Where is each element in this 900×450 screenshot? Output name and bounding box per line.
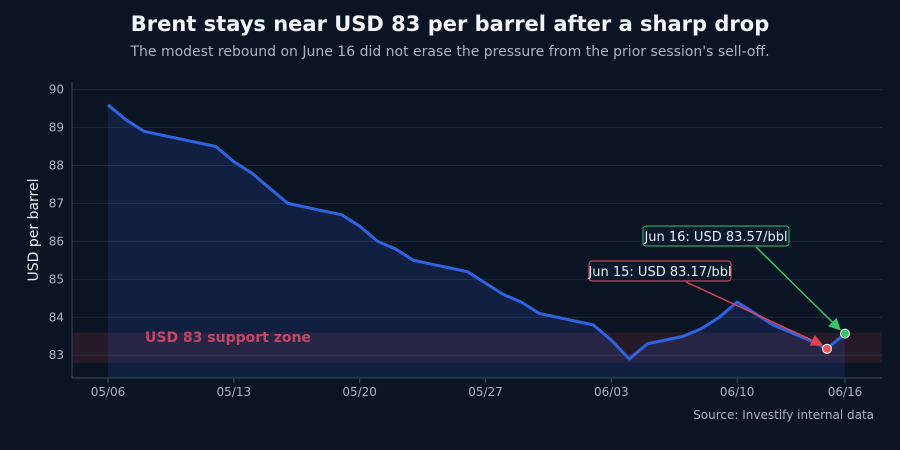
axes: 83 84 85 86 87 88 89 90 05/06 05/13 05/20 05/27 06/0… bbox=[49, 82, 882, 399]
annotation-label: Jun 15: USD 83.17/bbl bbox=[587, 265, 731, 280]
x-tick-label: 05/13 bbox=[217, 385, 252, 399]
x-tick-label: 05/27 bbox=[468, 385, 503, 399]
y-axis-title: USD per barrel bbox=[26, 179, 42, 282]
support-zone-band bbox=[72, 332, 882, 363]
series-area bbox=[108, 104, 845, 379]
y-tick-label: 88 bbox=[49, 158, 64, 172]
y-tick-label: 84 bbox=[49, 310, 64, 324]
annotation-arrow bbox=[755, 246, 841, 331]
y-tick-label: 87 bbox=[49, 196, 64, 210]
annotation-marker bbox=[822, 343, 833, 354]
chart-title: Brent stays near USD 83 per barrel after… bbox=[130, 12, 770, 36]
x-tick-label: 06/10 bbox=[720, 385, 755, 399]
series-line bbox=[107, 103, 846, 361]
annotation-marker bbox=[840, 328, 850, 339]
y-tick-label: 89 bbox=[49, 121, 64, 135]
x-tick-label: 06/16 bbox=[828, 385, 863, 399]
y-tick-label: 86 bbox=[49, 234, 64, 248]
x-tick-label: 05/06 bbox=[91, 385, 126, 399]
series-path bbox=[107, 103, 846, 361]
annotation-box bbox=[642, 225, 790, 247]
area-fill bbox=[108, 104, 845, 379]
support-zone: USD 83 support zone bbox=[72, 330, 882, 363]
annotation-label: Jun 16: USD 83.57/bbl bbox=[643, 230, 787, 245]
y-tick-label: 85 bbox=[49, 272, 64, 286]
chart-source: Source: Investify internal data bbox=[693, 408, 874, 422]
annotations: Jun 15: USD 83.17/bbl Jun 16: USD 83.57/b… bbox=[587, 225, 850, 354]
y-tick-label: 83 bbox=[49, 348, 64, 362]
y-tick-label: 90 bbox=[49, 83, 64, 97]
annotation-arrow bbox=[685, 281, 824, 346]
x-tick-label: 05/20 bbox=[342, 385, 377, 399]
chart-subtitle: The modest rebound on June 16 did not er… bbox=[130, 44, 770, 60]
support-zone-label: USD 83 support zone bbox=[145, 330, 311, 346]
annotation-box bbox=[588, 260, 732, 282]
x-tick-label: 06/03 bbox=[594, 385, 629, 399]
